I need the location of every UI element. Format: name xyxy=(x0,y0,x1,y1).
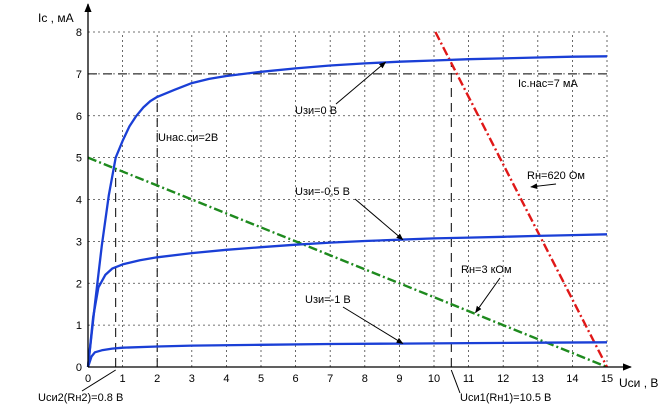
x-tick-label: 14 xyxy=(566,373,578,385)
annotation-label: Ic.нас=7 мА xyxy=(518,78,578,90)
annotation-leader xyxy=(450,369,461,394)
characteristic-curve-3 xyxy=(86,341,608,368)
y-tick-label: 4 xyxy=(76,195,82,207)
curves xyxy=(86,31,609,369)
y-tick-label: 5 xyxy=(76,153,82,165)
y-tick-label: 8 xyxy=(76,27,82,39)
x-tick-label: 3 xyxy=(189,373,195,385)
annotation-label: Uси2(Rн2)=0.8 В xyxy=(38,392,123,404)
annotations: Uзи=0 В Uзи=-0,5 В Uзи=-1 В Rн=620 Ом Rн=3 к… xyxy=(38,61,585,404)
annotation-label: Rн=3 кОм xyxy=(461,264,512,276)
annotation-arrow xyxy=(354,198,404,241)
annotation-label: Rн=620 Ом xyxy=(527,170,585,182)
axes xyxy=(84,3,632,371)
x-tick-label: 2 xyxy=(154,373,160,385)
annotation-arrow xyxy=(475,277,501,314)
annotation-label: Uнас.си=2В xyxy=(158,132,218,144)
x-tick-label: 7 xyxy=(327,373,333,385)
x-tick-label: 1 xyxy=(120,373,126,385)
x-tick-label: 4 xyxy=(223,373,229,385)
y-tick-label: 6 xyxy=(76,111,82,123)
annotation-arrow xyxy=(335,61,387,105)
x-tick-label: 13 xyxy=(532,373,544,385)
y-tick-label: 3 xyxy=(76,236,82,248)
load-line-1 xyxy=(87,156,608,369)
x-axis-label: Uси , В xyxy=(619,376,658,390)
annotation-arrow xyxy=(342,306,404,344)
x-tick-label: 5 xyxy=(258,373,264,385)
annotation-leader xyxy=(81,369,116,392)
characteristic-curve-2 xyxy=(86,233,608,368)
x-tick-label: 11 xyxy=(463,373,474,385)
x-tick-label: 8 xyxy=(362,373,368,385)
x-tick-label: 12 xyxy=(497,373,509,385)
y-tick-label: 2 xyxy=(76,278,82,290)
annotation-label: Uзи=0 В xyxy=(295,105,337,117)
characteristic-curve-1 xyxy=(86,55,608,368)
x-tick-label: 15 xyxy=(601,373,613,385)
grid xyxy=(88,31,608,367)
x-tick-label: 0 xyxy=(85,373,91,385)
annotation-label: Uзи=-1 В xyxy=(305,294,351,306)
annotation-label: Uси1(Rн1)=10.5 В xyxy=(460,392,551,404)
x-tick-label: 10 xyxy=(428,373,440,385)
annotation-label: Uзи=-0,5 В xyxy=(295,186,350,198)
y-tick-label: 7 xyxy=(76,69,82,81)
annotation-arrow xyxy=(530,183,557,189)
y-tick-label: 0 xyxy=(76,362,82,374)
x-tick-label: 9 xyxy=(396,373,402,385)
y-axis-label: Ic , мА xyxy=(38,11,74,25)
guide-lines xyxy=(88,63,607,367)
x-tick-label: 6 xyxy=(293,373,299,385)
load-line-2 xyxy=(434,31,609,368)
y-tick-label: 1 xyxy=(76,320,82,332)
